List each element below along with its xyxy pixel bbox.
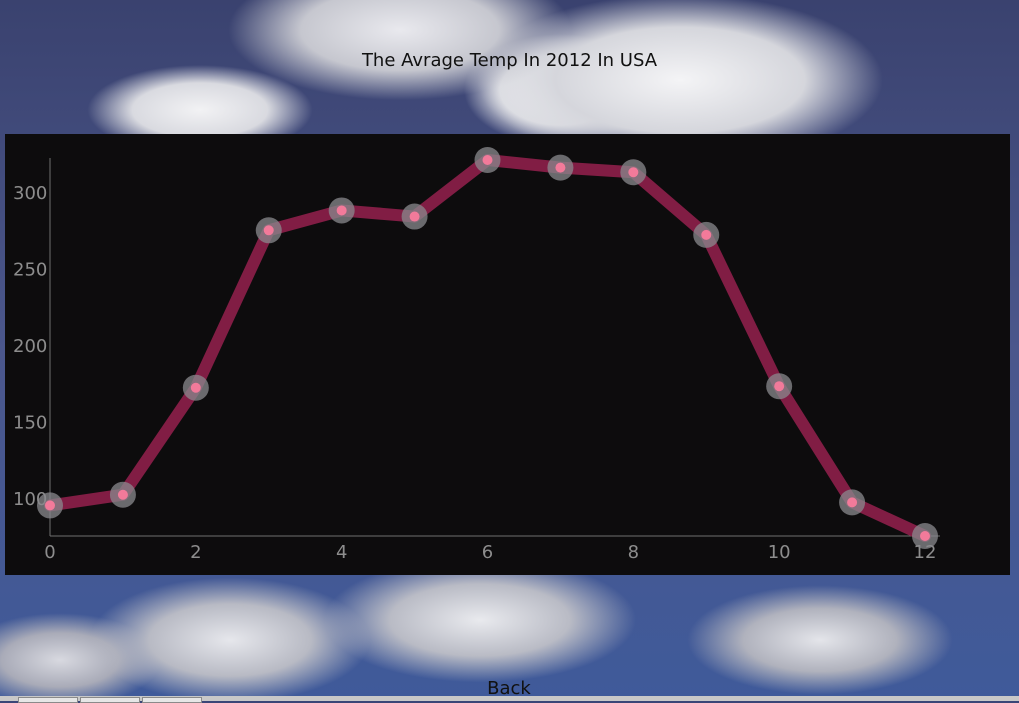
y-tick-label: 300 xyxy=(13,183,47,204)
bottom-tab-2[interactable] xyxy=(80,697,140,703)
data-point xyxy=(45,500,55,511)
x-tick-label: 6 xyxy=(482,542,493,563)
data-point xyxy=(920,531,930,541)
bottom-tab-strip xyxy=(0,696,1019,701)
y-tick-label: 200 xyxy=(13,336,47,357)
data-point xyxy=(409,211,420,222)
data-point xyxy=(482,155,493,165)
data-point xyxy=(774,381,785,392)
x-tick-label: 10 xyxy=(768,542,791,563)
data-point xyxy=(190,382,201,393)
data-point xyxy=(263,225,274,236)
data-point xyxy=(628,167,639,178)
data-point xyxy=(701,229,712,240)
x-tick-label: 8 xyxy=(628,542,639,563)
bottom-tab-1[interactable] xyxy=(18,697,78,703)
x-tick-label: 2 xyxy=(190,542,201,563)
chart-title: The Avrage Temp In 2012 In USA xyxy=(361,50,658,71)
data-point xyxy=(117,489,128,500)
back-button[interactable]: Back xyxy=(470,676,548,700)
y-tick-label: 250 xyxy=(13,260,47,281)
bottom-tab-3[interactable] xyxy=(142,697,202,703)
x-tick-label: 4 xyxy=(336,542,347,563)
x-tick-label: 0 xyxy=(44,542,55,563)
data-point xyxy=(336,205,347,216)
data-point xyxy=(847,497,858,508)
y-tick-label: 150 xyxy=(13,412,47,433)
temperature-series-line xyxy=(44,154,931,542)
data-point xyxy=(555,162,566,173)
chart-panel: 100 150 200 250 300 0 2 4 6 8 10 12 xyxy=(5,134,1010,575)
